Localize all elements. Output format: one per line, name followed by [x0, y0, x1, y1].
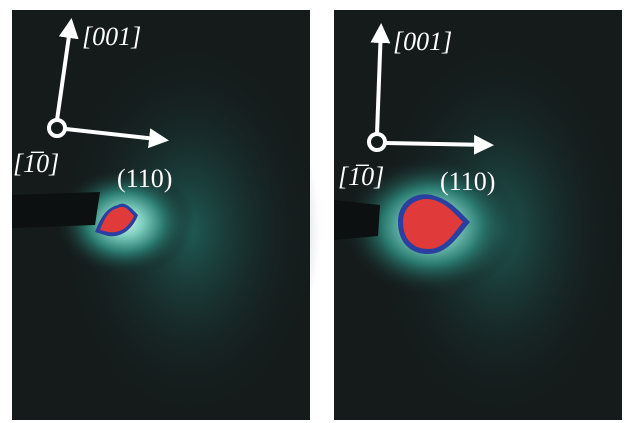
axis-origin	[367, 132, 387, 152]
shadow	[12, 192, 100, 228]
axis-label: [001]	[82, 22, 141, 51]
axis-origin	[47, 118, 67, 138]
arrow-right	[65, 127, 169, 149]
axis-label: [1̅0]	[13, 149, 59, 178]
panel: [001] [1̅0] (110)	[12, 10, 320, 420]
peak	[100, 206, 134, 233]
arrow-up	[55, 18, 79, 121]
arrow-up	[370, 23, 391, 135]
arrow-right	[385, 134, 494, 155]
panel: [001] [1̅0] (110)	[334, 10, 624, 420]
shadow	[334, 200, 380, 240]
reflection-label: (110)	[117, 164, 172, 193]
peak	[403, 198, 463, 249]
reflection-label: (110)	[440, 167, 495, 196]
axis-label: [1̅0]	[338, 162, 384, 191]
axis-label: [001]	[393, 27, 452, 56]
